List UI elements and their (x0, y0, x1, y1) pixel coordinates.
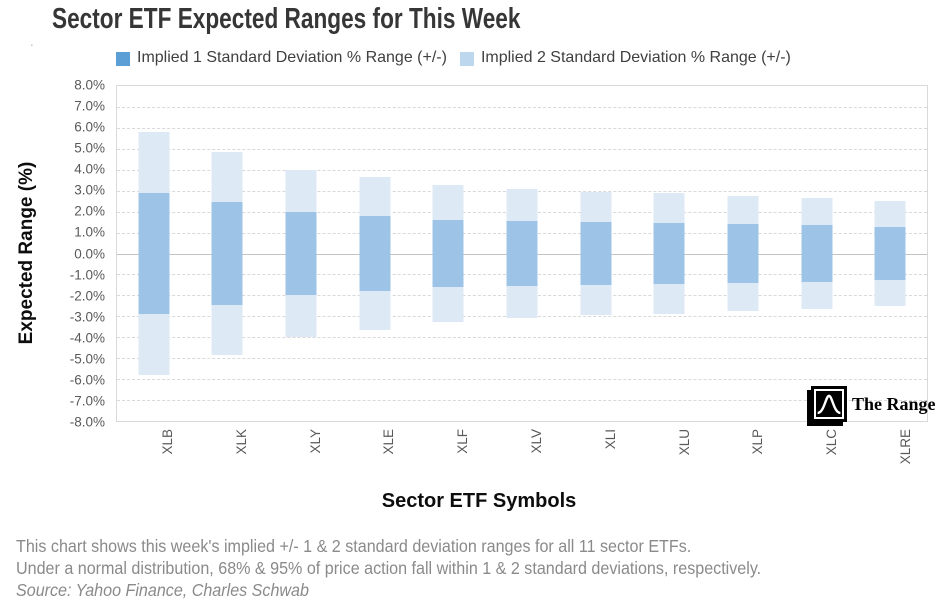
y-tick-label: 4.0% (74, 161, 105, 177)
x-tick-label-XLE: XLE (381, 429, 397, 455)
y-tick-label: 5.0% (74, 140, 105, 156)
y-tick-label: 6.0% (74, 119, 105, 135)
gridline (117, 400, 927, 402)
x-tick-label-XLB: XLB (159, 429, 175, 455)
legend-item-1sd: Implied 1 Standard Deviation % Range (+/… (116, 49, 447, 67)
logo-text: The Range (852, 393, 936, 414)
x-tick-label-XLP: XLP (750, 429, 766, 455)
y-tick-label: -8.0% (69, 414, 105, 430)
the-range-logo: The Range (811, 386, 936, 422)
bar-1sd-XLF (432, 220, 464, 287)
bar-1sd-XLRE (874, 227, 906, 280)
y-tick-label: 0.0% (74, 246, 105, 261)
x-tick-label-XLRE: XLRE (898, 429, 914, 465)
caption-source: Source: Yahoo Finance, Charles Schwab (16, 580, 309, 600)
gridline (117, 148, 927, 150)
y-tick-label: -1.0% (69, 267, 105, 283)
y-axis-tick-labels: 8.0% 7.0% 6.0% 5.0% 4.0% 3.0% 2.0% 1.0% 0.0% -1.0… (0, 78, 110, 430)
bar-1sd-XLY (285, 211, 317, 296)
y-tick-label: 8.0% (74, 77, 105, 93)
gridline (117, 337, 927, 339)
y-tick-label: 7.0% (74, 98, 105, 114)
legend-item-2sd: Implied 2 Standard Deviation % Range (+/… (459, 49, 791, 67)
bar-1sd-XLU (653, 223, 685, 284)
legend-swatch-1sd-icon (116, 51, 130, 66)
y-tick-label: 1.0% (74, 224, 105, 240)
chart-title: Sector ETF Expected Ranges for This Week (52, 3, 521, 35)
bar-1sd-XLI (580, 222, 612, 285)
caption-line-1: This chart shows this week's implied +/-… (16, 536, 692, 556)
caption-line-2: Under a normal distribution, 68% & 95% o… (16, 558, 762, 578)
x-tick-label-XLV: XLV (529, 429, 544, 454)
x-tick-label-XLI: XLI (602, 429, 618, 450)
y-tick-label: -5.0% (69, 351, 105, 367)
bar-1sd-XLB (138, 192, 170, 315)
chart-legend: Implied 1 Standard Deviation % Range (+/… (116, 49, 936, 67)
legend-label-1sd: Implied 1 Standard Deviation % Range (+/… (137, 49, 447, 66)
bar-1sd-XLV (506, 221, 538, 286)
x-tick-label-XLY: XLY (307, 429, 323, 454)
y-tick-label: 2.0% (74, 203, 105, 219)
gridline (117, 106, 927, 108)
y-tick-label: -6.0% (69, 372, 105, 388)
gridline (117, 379, 927, 381)
bar-1sd-XLK (211, 202, 243, 305)
x-tick-label-XLF: XLF (455, 429, 471, 454)
gridline (117, 169, 927, 171)
gridline (117, 358, 927, 360)
x-tick-label-XLK: XLK (233, 429, 249, 455)
y-tick-label: -2.0% (69, 288, 105, 304)
y-tick-label: -7.0% (69, 393, 105, 409)
x-axis-title: Sector ETF Symbols (381, 490, 577, 512)
bar-1sd-XLC (801, 225, 833, 282)
chart-caption: This chart shows this week's implied +/-… (16, 535, 761, 601)
bell-curve-icon (811, 386, 847, 422)
bar-1sd-XLP (727, 224, 759, 283)
bar-1sd-XLE (359, 215, 391, 292)
stray-dot: . (30, 34, 34, 49)
legend-swatch-2sd-icon (459, 51, 474, 66)
y-tick-label: -4.0% (69, 330, 105, 346)
x-axis-tick-labels: XLB XLK XLY XLE XLF XLV XLI XLU XLP XLC XLRE (116, 429, 928, 499)
y-tick-label: 3.0% (74, 182, 105, 198)
legend-label-2sd: Implied 2 Standard Deviation % Range (+/… (480, 49, 791, 66)
gridline (117, 127, 927, 129)
x-tick-label-XLC: XLC (824, 429, 840, 456)
plot-area: The Range (116, 85, 936, 422)
y-tick-label: -3.0% (69, 309, 105, 325)
x-tick-label-XLU: XLU (676, 429, 692, 456)
